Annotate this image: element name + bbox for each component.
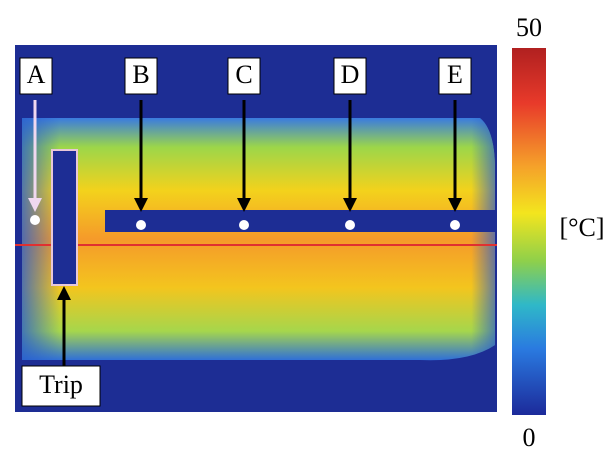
thermal-image bbox=[15, 45, 497, 412]
label: B bbox=[132, 60, 149, 89]
figure: A B C D E Trip 50 0 [°C] bbox=[0, 0, 614, 457]
colorbar: 50 0 [°C] bbox=[512, 13, 605, 452]
annotation: Trip bbox=[39, 370, 83, 399]
colorbar-unit: [°C] bbox=[559, 213, 604, 242]
colorbar-max: 50 bbox=[516, 13, 542, 42]
label: A bbox=[27, 60, 46, 89]
label: D bbox=[341, 60, 360, 89]
label: C bbox=[235, 60, 252, 89]
colorbar-min: 0 bbox=[523, 423, 536, 452]
label: E bbox=[447, 60, 463, 89]
